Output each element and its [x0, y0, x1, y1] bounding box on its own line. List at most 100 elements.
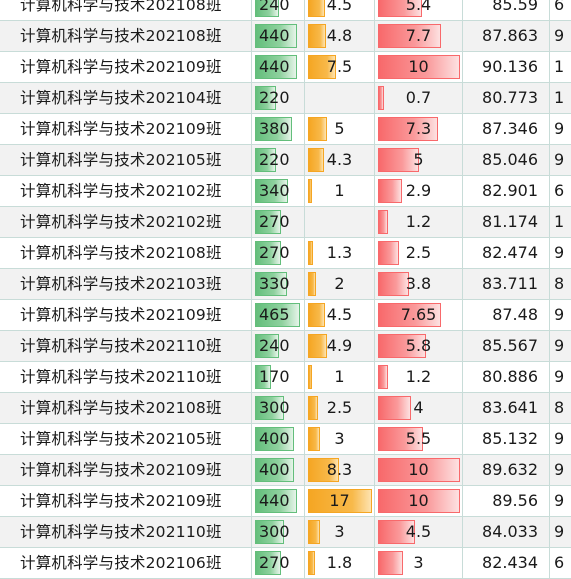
table-cell-b[interactable]: 4.5 — [305, 300, 375, 330]
table-cell-c[interactable]: 10 — [375, 486, 463, 516]
table-cell-name[interactable]: 计算机科学与技术202108班 — [0, 0, 252, 20]
table-cell-e[interactable]: 9 — [550, 114, 571, 144]
table-cell-d[interactable]: 85.59 — [463, 0, 550, 20]
table-cell-e[interactable]: 9 — [550, 300, 571, 330]
table-cell-name[interactable]: 计算机科学与技术202109班 — [0, 455, 252, 485]
table-cell-e[interactable]: 9 — [550, 145, 571, 175]
table-cell-name[interactable]: 计算机科学与技术202108班 — [0, 393, 252, 423]
table-cell-a[interactable]: 440 — [252, 21, 305, 51]
table-cell-c[interactable]: 1.2 — [375, 207, 463, 237]
table-cell-d[interactable]: 80.886 — [463, 362, 550, 392]
table-cell-c[interactable]: 3 — [375, 548, 463, 578]
table-cell-d[interactable]: 89.632 — [463, 455, 550, 485]
table-cell-a[interactable]: 465 — [252, 300, 305, 330]
table-cell-d[interactable]: 90.136 — [463, 52, 550, 82]
table-cell-d[interactable]: 82.474 — [463, 238, 550, 268]
table-cell-c[interactable]: 0.7 — [375, 83, 463, 113]
table-cell-a[interactable]: 400 — [252, 424, 305, 454]
table-cell-name[interactable]: 计算机科学与技术202105班 — [0, 424, 252, 454]
table-cell-e[interactable]: 9 — [550, 486, 571, 516]
table-cell-d[interactable]: 85.567 — [463, 331, 550, 361]
table-cell-c[interactable]: 5.4 — [375, 0, 463, 20]
table-cell-c[interactable]: 3.8 — [375, 269, 463, 299]
table-cell-b[interactable]: 4.5 — [305, 0, 375, 20]
table-cell-d[interactable]: 84.033 — [463, 517, 550, 547]
table-cell-c[interactable]: 1.2 — [375, 362, 463, 392]
table-cell-a[interactable]: 270 — [252, 238, 305, 268]
table-cell-c[interactable]: 7.7 — [375, 21, 463, 51]
table-cell-e[interactable]: 9 — [550, 362, 571, 392]
table-cell-d[interactable]: 87.863 — [463, 21, 550, 51]
table-cell-c[interactable]: 4 — [375, 393, 463, 423]
table-cell-d[interactable]: 85.132 — [463, 424, 550, 454]
table-cell-c[interactable]: 2.9 — [375, 176, 463, 206]
table-cell-a[interactable]: 270 — [252, 207, 305, 237]
table-cell-name[interactable]: 计算机科学与技术202110班 — [0, 362, 252, 392]
table-cell-name[interactable]: 计算机科学与技术202109班 — [0, 114, 252, 144]
table-cell-a[interactable]: 220 — [252, 145, 305, 175]
table-cell-c[interactable]: 4.5 — [375, 517, 463, 547]
table-cell-name[interactable]: 计算机科学与技术202110班 — [0, 517, 252, 547]
table-cell-c[interactable]: 2.5 — [375, 238, 463, 268]
table-cell-c[interactable]: 5 — [375, 145, 463, 175]
table-cell-a[interactable]: 330 — [252, 269, 305, 299]
table-cell-c[interactable]: 10 — [375, 52, 463, 82]
table-cell-name[interactable]: 计算机科学与技术202106班 — [0, 548, 252, 578]
table-cell-e[interactable]: 6 — [550, 176, 571, 206]
table-cell-b[interactable]: 3 — [305, 424, 375, 454]
table-cell-a[interactable]: 300 — [252, 517, 305, 547]
table-cell-name[interactable]: 计算机科学与技术202108班 — [0, 238, 252, 268]
table-cell-c[interactable]: 10 — [375, 455, 463, 485]
table-cell-e[interactable]: 9 — [550, 424, 571, 454]
table-cell-b[interactable]: 2 — [305, 269, 375, 299]
table-cell-c[interactable]: 5.8 — [375, 331, 463, 361]
table-cell-b[interactable]: 4.3 — [305, 145, 375, 175]
table-cell-name[interactable]: 计算机科学与技术202108班 — [0, 21, 252, 51]
table-cell-e[interactable]: 8 — [550, 269, 571, 299]
table-cell-a[interactable]: 400 — [252, 455, 305, 485]
table-cell-d[interactable]: 82.434 — [463, 548, 550, 578]
table-cell-d[interactable]: 87.346 — [463, 114, 550, 144]
table-cell-a[interactable]: 220 — [252, 83, 305, 113]
table-cell-name[interactable]: 计算机科学与技术202109班 — [0, 300, 252, 330]
table-cell-d[interactable]: 89.56 — [463, 486, 550, 516]
table-cell-d[interactable]: 83.711 — [463, 269, 550, 299]
table-cell-a[interactable]: 170 — [252, 362, 305, 392]
table-cell-d[interactable]: 81.174 — [463, 207, 550, 237]
table-cell-c[interactable]: 7.65 — [375, 300, 463, 330]
table-cell-e[interactable]: 1 — [550, 52, 571, 82]
table-cell-b[interactable]: 8.3 — [305, 455, 375, 485]
table-cell-name[interactable]: 计算机科学与技术202105班 — [0, 145, 252, 175]
table-cell-e[interactable]: 1 — [550, 207, 571, 237]
table-cell-name[interactable]: 计算机科学与技术202109班 — [0, 486, 252, 516]
table-cell-name[interactable]: 计算机科学与技术202102班 — [0, 207, 252, 237]
table-cell-name[interactable]: 计算机科学与技术202103班 — [0, 269, 252, 299]
table-cell-b[interactable]: 1.8 — [305, 548, 375, 578]
table-cell-e[interactable]: 9 — [550, 455, 571, 485]
table-cell-b[interactable]: 1 — [305, 176, 375, 206]
table-cell-b[interactable]: 1 — [305, 362, 375, 392]
table-cell-e[interactable]: 1 — [550, 83, 571, 113]
table-cell-b[interactable]: 3 — [305, 517, 375, 547]
table-cell-e[interactable]: 8 — [550, 393, 571, 423]
table-cell-name[interactable]: 计算机科学与技术202109班 — [0, 52, 252, 82]
table-cell-b[interactable]: 5 — [305, 114, 375, 144]
table-cell-b[interactable]: 2.5 — [305, 393, 375, 423]
table-cell-d[interactable]: 80.773 — [463, 83, 550, 113]
table-cell-a[interactable]: 440 — [252, 486, 305, 516]
table-cell-e[interactable]: 6 — [550, 548, 571, 578]
table-cell-a[interactable]: 270 — [252, 548, 305, 578]
table-cell-name[interactable]: 计算机科学与技术202104班 — [0, 83, 252, 113]
table-cell-b[interactable]: 1.3 — [305, 238, 375, 268]
table-cell-b[interactable] — [305, 207, 375, 237]
table-cell-a[interactable]: 340 — [252, 176, 305, 206]
table-cell-d[interactable]: 85.046 — [463, 145, 550, 175]
table-cell-e[interactable]: 9 — [550, 238, 571, 268]
table-cell-e[interactable]: 6 — [550, 0, 571, 20]
table-cell-b[interactable]: 4.9 — [305, 331, 375, 361]
table-cell-b[interactable] — [305, 83, 375, 113]
table-cell-d[interactable]: 87.48 — [463, 300, 550, 330]
table-cell-d[interactable]: 83.641 — [463, 393, 550, 423]
table-cell-a[interactable]: 440 — [252, 52, 305, 82]
table-cell-e[interactable]: 9 — [550, 331, 571, 361]
